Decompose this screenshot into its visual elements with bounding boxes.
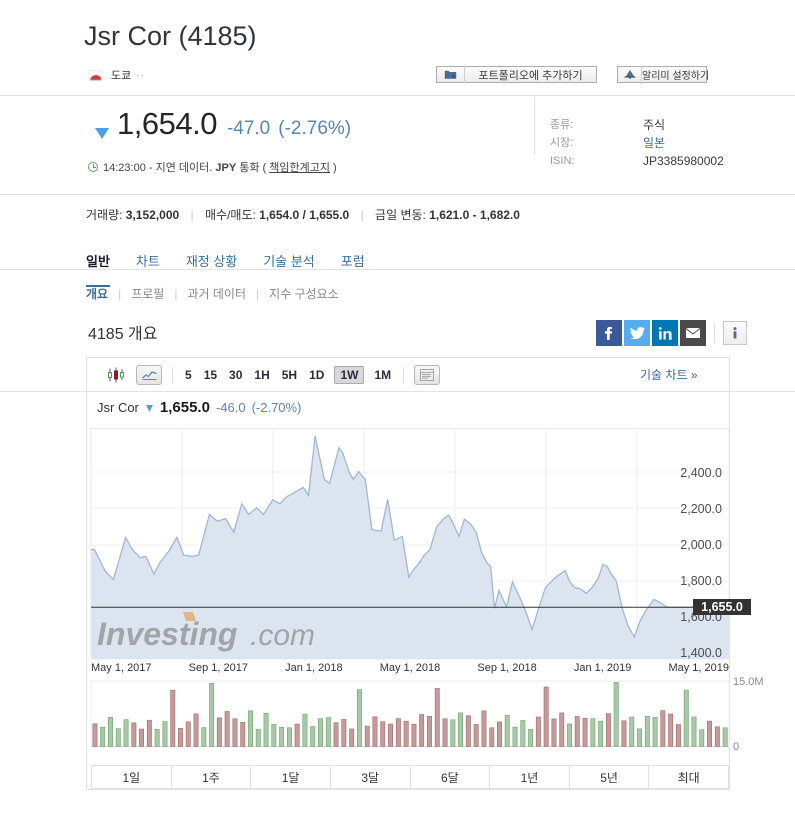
svg-text:15.0M: 15.0M — [733, 676, 764, 688]
svg-text:0: 0 — [733, 741, 739, 753]
